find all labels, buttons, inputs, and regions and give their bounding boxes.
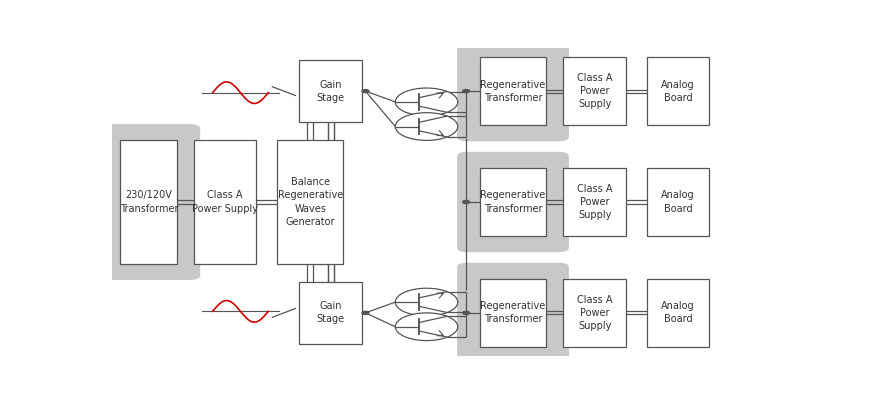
Bar [299,282,362,344]
Text: 230/120V
Transformer: 230/120V Transformer [119,190,178,214]
Text: Class A
Power
Supply: Class A Power Supply [577,184,612,220]
Text: Balance
Regenerative
Waves
Generator: Balance Regenerative Waves Generator [278,177,343,227]
Circle shape [462,200,470,204]
Bar [564,57,626,125]
FancyBboxPatch shape [457,263,569,363]
Text: Analog
Board: Analog Board [661,190,694,214]
Circle shape [362,311,369,314]
Text: Regenerative
Transformer: Regenerative Transformer [480,190,546,214]
Text: Class A
Power
Supply: Class A Power Supply [577,73,612,109]
Text: Gain
Stage: Gain Stage [316,80,345,103]
Circle shape [395,313,458,341]
Bar [277,140,343,264]
Bar [480,279,546,347]
Bar [480,168,546,236]
FancyBboxPatch shape [457,152,569,252]
Circle shape [462,90,470,93]
Circle shape [395,113,458,140]
Text: Class A
Power Supply: Class A Power Supply [192,190,258,214]
Bar [120,140,177,264]
Text: Class A
Power
Supply: Class A Power Supply [577,295,612,331]
Text: Regenerative
Transformer: Regenerative Transformer [480,301,546,324]
Circle shape [462,311,470,314]
Text: Analog
Board: Analog Board [661,301,694,324]
Text: Gain
Stage: Gain Stage [316,301,345,324]
Circle shape [395,88,458,116]
Text: Regenerative
Transformer: Regenerative Transformer [480,80,546,103]
Bar [564,168,626,236]
Text: Analog
Board: Analog Board [661,80,694,103]
Bar [480,57,546,125]
Bar [299,60,362,122]
Bar [647,57,710,125]
Circle shape [395,288,458,316]
Bar [194,140,256,264]
Bar [564,279,626,347]
FancyBboxPatch shape [98,124,200,280]
Bar [647,168,710,236]
Circle shape [362,90,369,93]
Bar [647,279,710,347]
FancyBboxPatch shape [457,41,569,141]
